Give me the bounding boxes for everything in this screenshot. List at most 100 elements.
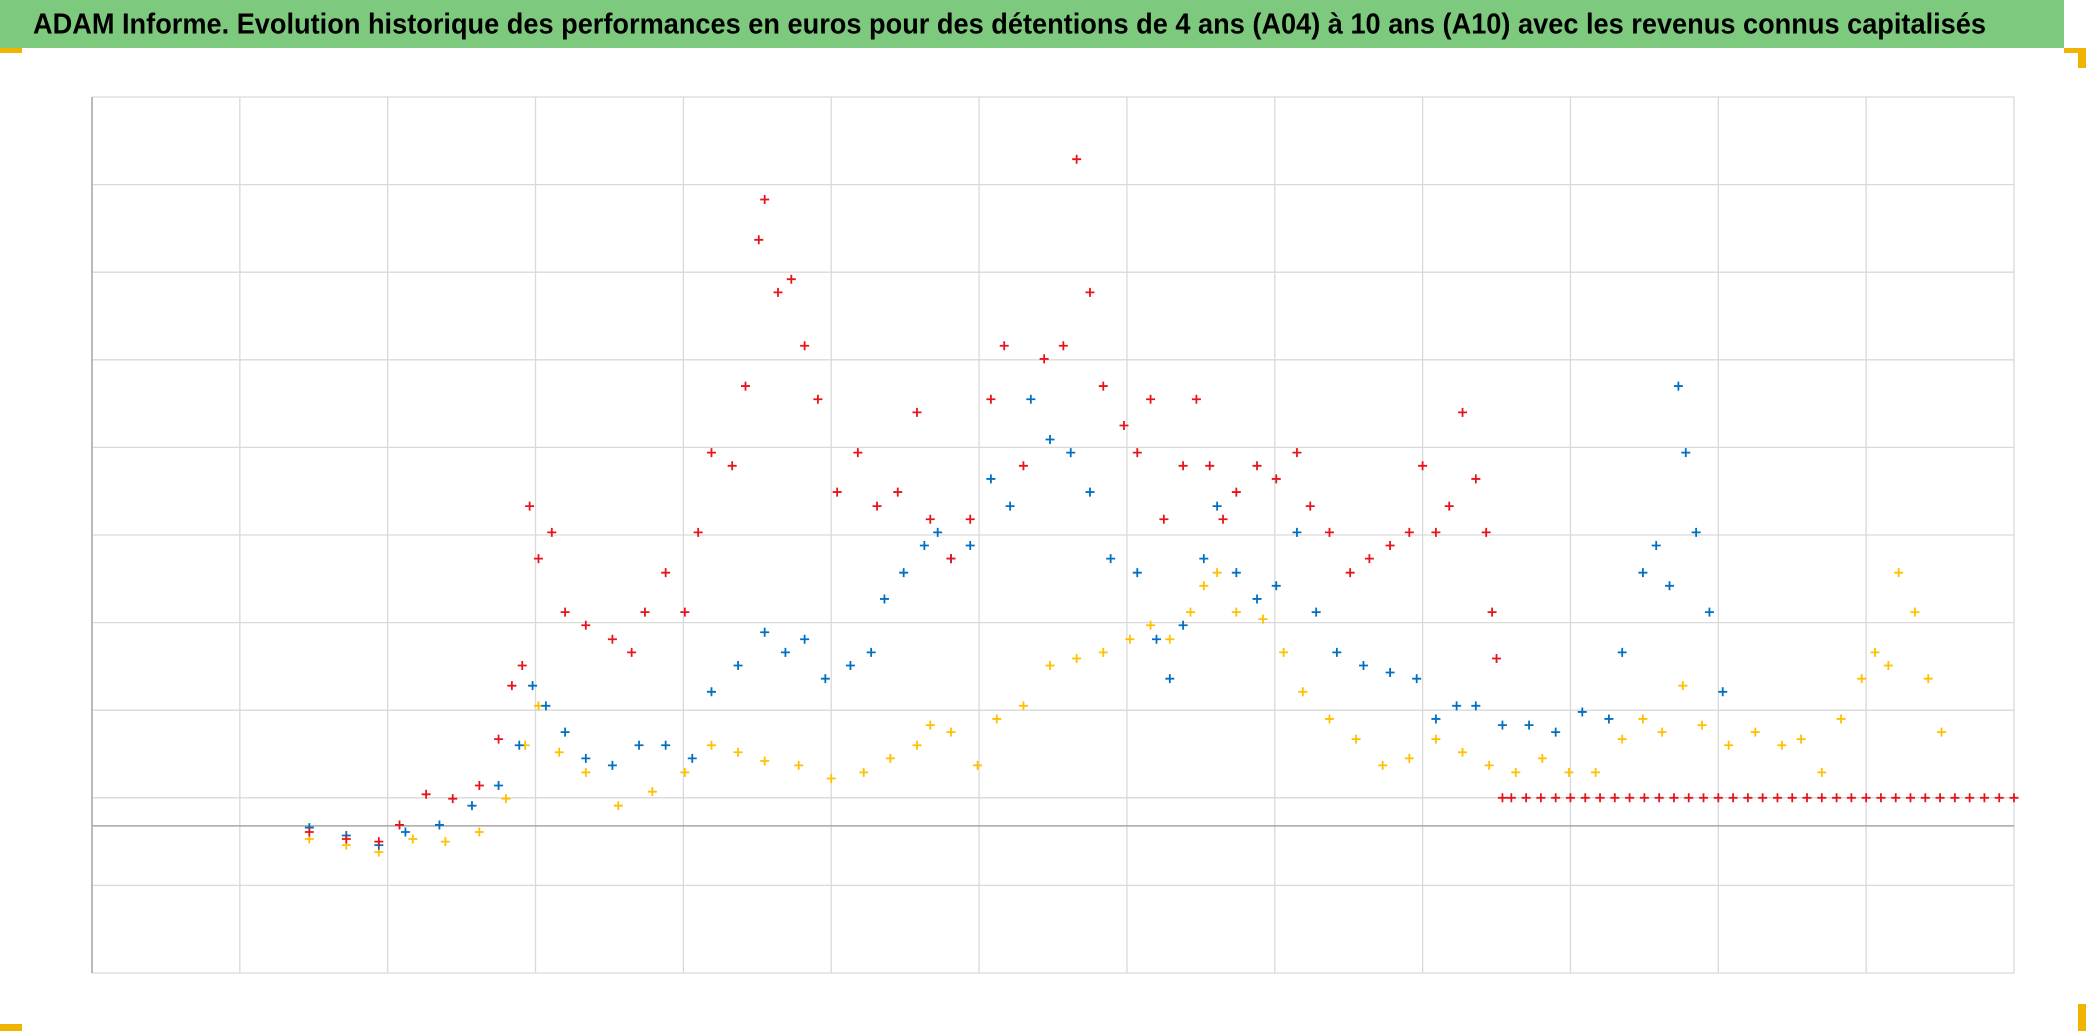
point — [1098, 381, 1108, 391]
point — [760, 194, 770, 204]
point — [494, 781, 504, 791]
point — [507, 681, 517, 691]
point — [1772, 793, 1782, 803]
point — [1039, 354, 1049, 364]
point — [1005, 501, 1015, 511]
point — [919, 541, 929, 551]
chart-title: ADAM Informe. Evolution historique des p… — [33, 9, 1986, 41]
point — [1802, 793, 1812, 803]
point — [613, 801, 623, 811]
point — [1979, 793, 1989, 803]
point — [1332, 647, 1342, 657]
point — [1364, 554, 1374, 564]
point — [773, 287, 783, 297]
point — [1994, 793, 2004, 803]
point — [1625, 793, 1635, 803]
point — [1524, 720, 1534, 730]
point — [341, 834, 351, 844]
point — [1937, 727, 1947, 737]
point — [946, 554, 956, 564]
point — [973, 760, 983, 770]
point — [1085, 287, 1095, 297]
point — [547, 527, 557, 537]
point — [1458, 407, 1468, 417]
point — [1085, 487, 1095, 497]
point — [780, 647, 790, 657]
point — [1511, 767, 1521, 777]
point — [1252, 461, 1262, 471]
point — [853, 448, 863, 458]
point — [1743, 793, 1753, 803]
point — [607, 634, 617, 644]
point — [1159, 514, 1169, 524]
point — [1452, 701, 1462, 711]
point — [395, 820, 405, 830]
point — [514, 740, 524, 750]
point — [2009, 793, 2019, 803]
point — [986, 474, 996, 484]
point — [1681, 448, 1691, 458]
point — [1920, 793, 1930, 803]
point — [1305, 501, 1315, 511]
point — [786, 274, 796, 284]
point — [647, 787, 657, 797]
point — [1894, 568, 1904, 578]
point — [832, 487, 842, 497]
point — [680, 767, 690, 777]
point — [706, 687, 716, 697]
point — [760, 627, 770, 637]
point — [1861, 793, 1871, 803]
point — [754, 235, 764, 245]
point — [1728, 793, 1738, 803]
point — [1777, 740, 1787, 750]
point — [1385, 668, 1395, 678]
point — [760, 756, 770, 766]
point — [1132, 448, 1142, 458]
point — [1178, 461, 1188, 471]
point — [1292, 527, 1302, 537]
point — [1132, 568, 1142, 578]
point — [845, 661, 855, 671]
point — [1691, 527, 1701, 537]
point — [1836, 714, 1846, 724]
point — [1018, 461, 1028, 471]
point — [1324, 714, 1334, 724]
point — [1595, 793, 1605, 803]
point — [1385, 541, 1395, 551]
point — [680, 607, 690, 617]
point — [1146, 394, 1156, 404]
point — [1638, 568, 1648, 578]
point — [1669, 793, 1679, 803]
point — [474, 781, 484, 791]
point — [581, 620, 591, 630]
point — [1484, 760, 1494, 770]
point — [1832, 793, 1842, 803]
point — [1191, 394, 1201, 404]
point — [1165, 634, 1175, 644]
point — [501, 794, 511, 804]
point — [1199, 554, 1209, 564]
point — [1870, 647, 1880, 657]
point — [879, 594, 889, 604]
point — [1817, 767, 1827, 777]
point — [1654, 793, 1664, 803]
point — [1218, 514, 1228, 524]
point — [800, 634, 810, 644]
point — [1186, 607, 1195, 617]
point — [304, 827, 314, 837]
point — [1787, 793, 1797, 803]
point — [1481, 527, 1491, 537]
point — [1678, 681, 1688, 691]
point — [986, 394, 996, 404]
point — [965, 541, 975, 551]
point — [733, 661, 743, 671]
point — [1412, 674, 1422, 684]
corner-mark — [2078, 48, 2086, 68]
point — [494, 734, 504, 744]
point — [1125, 634, 1135, 644]
point — [1146, 620, 1156, 630]
point — [661, 740, 671, 750]
point — [1577, 707, 1587, 717]
point — [1098, 647, 1108, 657]
